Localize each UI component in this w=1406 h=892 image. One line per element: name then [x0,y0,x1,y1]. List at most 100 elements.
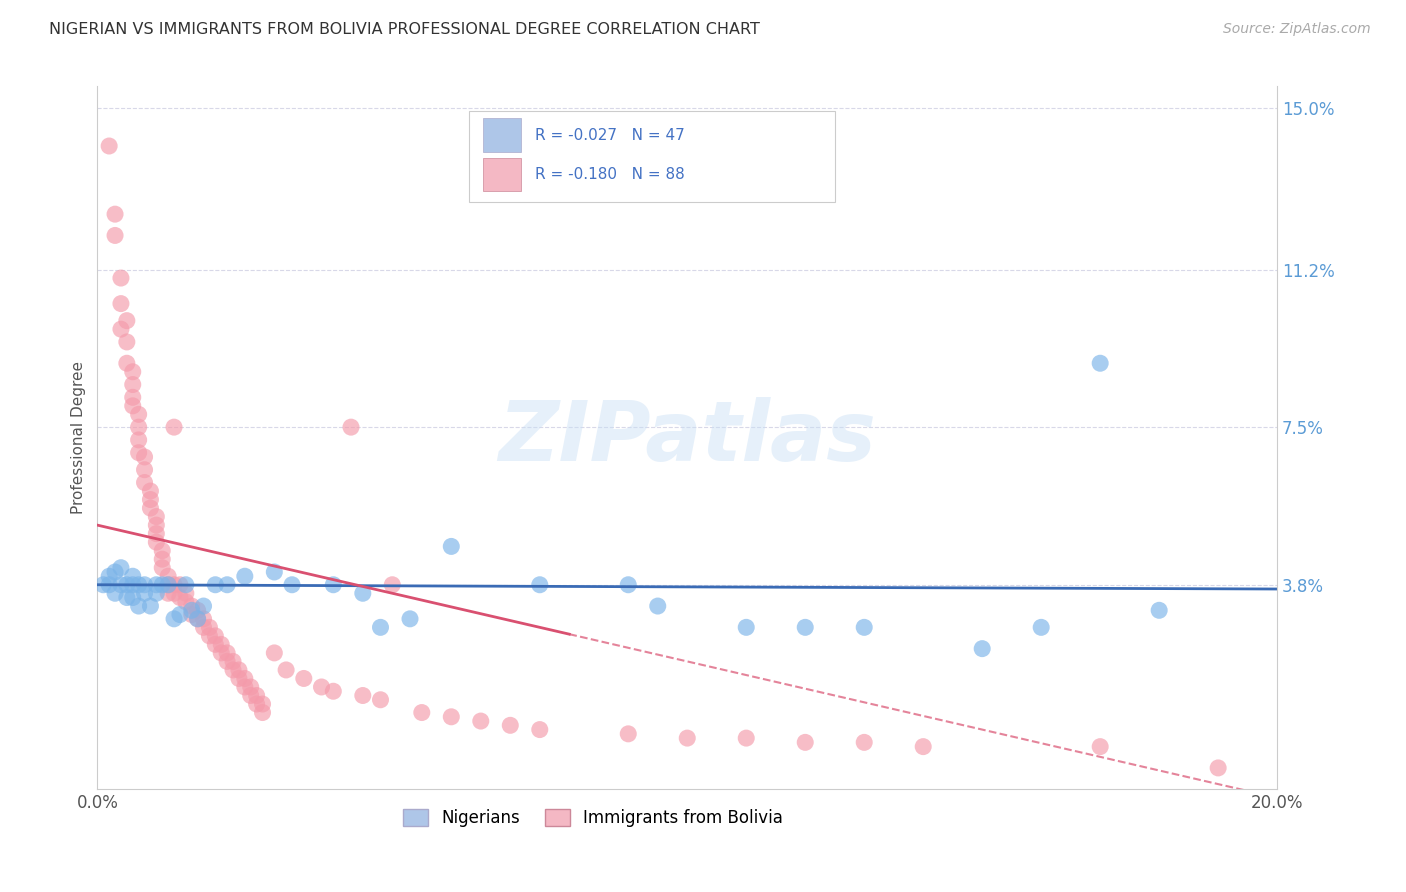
Point [239,689,262,703]
Point [193,612,215,626]
Point [322,684,344,698]
Point [853,620,876,634]
Point [370,620,392,634]
Point [104,228,127,243]
Point [104,586,127,600]
Point [128,446,150,460]
Point [163,586,186,600]
Point [233,672,256,686]
Point [174,595,197,609]
Point [292,672,315,686]
Point [204,637,226,651]
Point [263,565,285,579]
Point [150,543,173,558]
Point [134,450,156,464]
Point [794,735,817,749]
Point [180,607,202,622]
Point [209,637,232,651]
Point [217,655,239,669]
Point [399,612,422,626]
Point [853,735,876,749]
Point [115,334,138,349]
Point [134,586,156,600]
Point [972,641,994,656]
Point [233,680,256,694]
Point [139,483,162,498]
Point [169,607,191,622]
Point [157,578,180,592]
Point [252,697,274,711]
Point [180,599,202,613]
Point [193,620,215,634]
Point [233,569,256,583]
Point [187,612,209,626]
Point [246,697,269,711]
Point [1088,356,1111,370]
Point [1147,603,1170,617]
Text: R = -0.027   N = 47: R = -0.027 N = 47 [536,128,685,143]
Point [145,518,167,533]
Point [281,578,304,592]
Point [180,603,202,617]
Text: ZIPatlas: ZIPatlas [498,397,876,478]
Point [311,680,333,694]
Point [134,578,156,592]
Point [163,420,186,434]
Point [145,586,167,600]
Text: Source: ZipAtlas.com: Source: ZipAtlas.com [1223,22,1371,37]
Point [139,501,162,516]
Point [174,578,197,592]
Point [150,560,173,574]
Point [98,139,121,153]
Y-axis label: Professional Degree: Professional Degree [72,361,86,515]
Point [145,509,167,524]
Point [110,271,132,285]
Point [440,710,463,724]
Point [222,655,245,669]
Point [128,408,150,422]
Point [91,578,114,592]
Point [121,591,143,605]
Point [187,612,209,626]
Point [115,578,138,592]
Point [121,365,143,379]
Point [128,578,150,592]
Point [128,433,150,447]
Point [529,723,551,737]
Point [204,578,226,592]
Point [145,526,167,541]
Text: NIGERIAN VS IMMIGRANTS FROM BOLIVIA PROFESSIONAL DEGREE CORRELATION CHART: NIGERIAN VS IMMIGRANTS FROM BOLIVIA PROF… [49,22,761,37]
Point [1031,620,1053,634]
Point [128,420,150,434]
Point [440,540,463,554]
Point [228,663,250,677]
Point [735,620,758,634]
Point [193,599,215,613]
FancyBboxPatch shape [470,111,835,202]
Point [204,629,226,643]
Point [198,620,221,634]
Point [470,714,492,728]
Point [150,578,173,592]
Point [322,578,344,592]
Point [98,578,121,592]
Point [157,586,180,600]
Point [139,599,162,613]
Point [115,313,138,327]
Point [157,578,180,592]
Point [134,475,156,490]
Point [209,646,232,660]
Point [352,689,374,703]
Point [121,399,143,413]
Point [198,629,221,643]
Point [128,599,150,613]
Point [252,706,274,720]
Point [163,612,186,626]
Point [228,672,250,686]
Point [104,565,127,579]
Bar [484,158,520,192]
Point [110,296,132,310]
Point [1088,739,1111,754]
Point [676,731,699,745]
Point [246,689,269,703]
